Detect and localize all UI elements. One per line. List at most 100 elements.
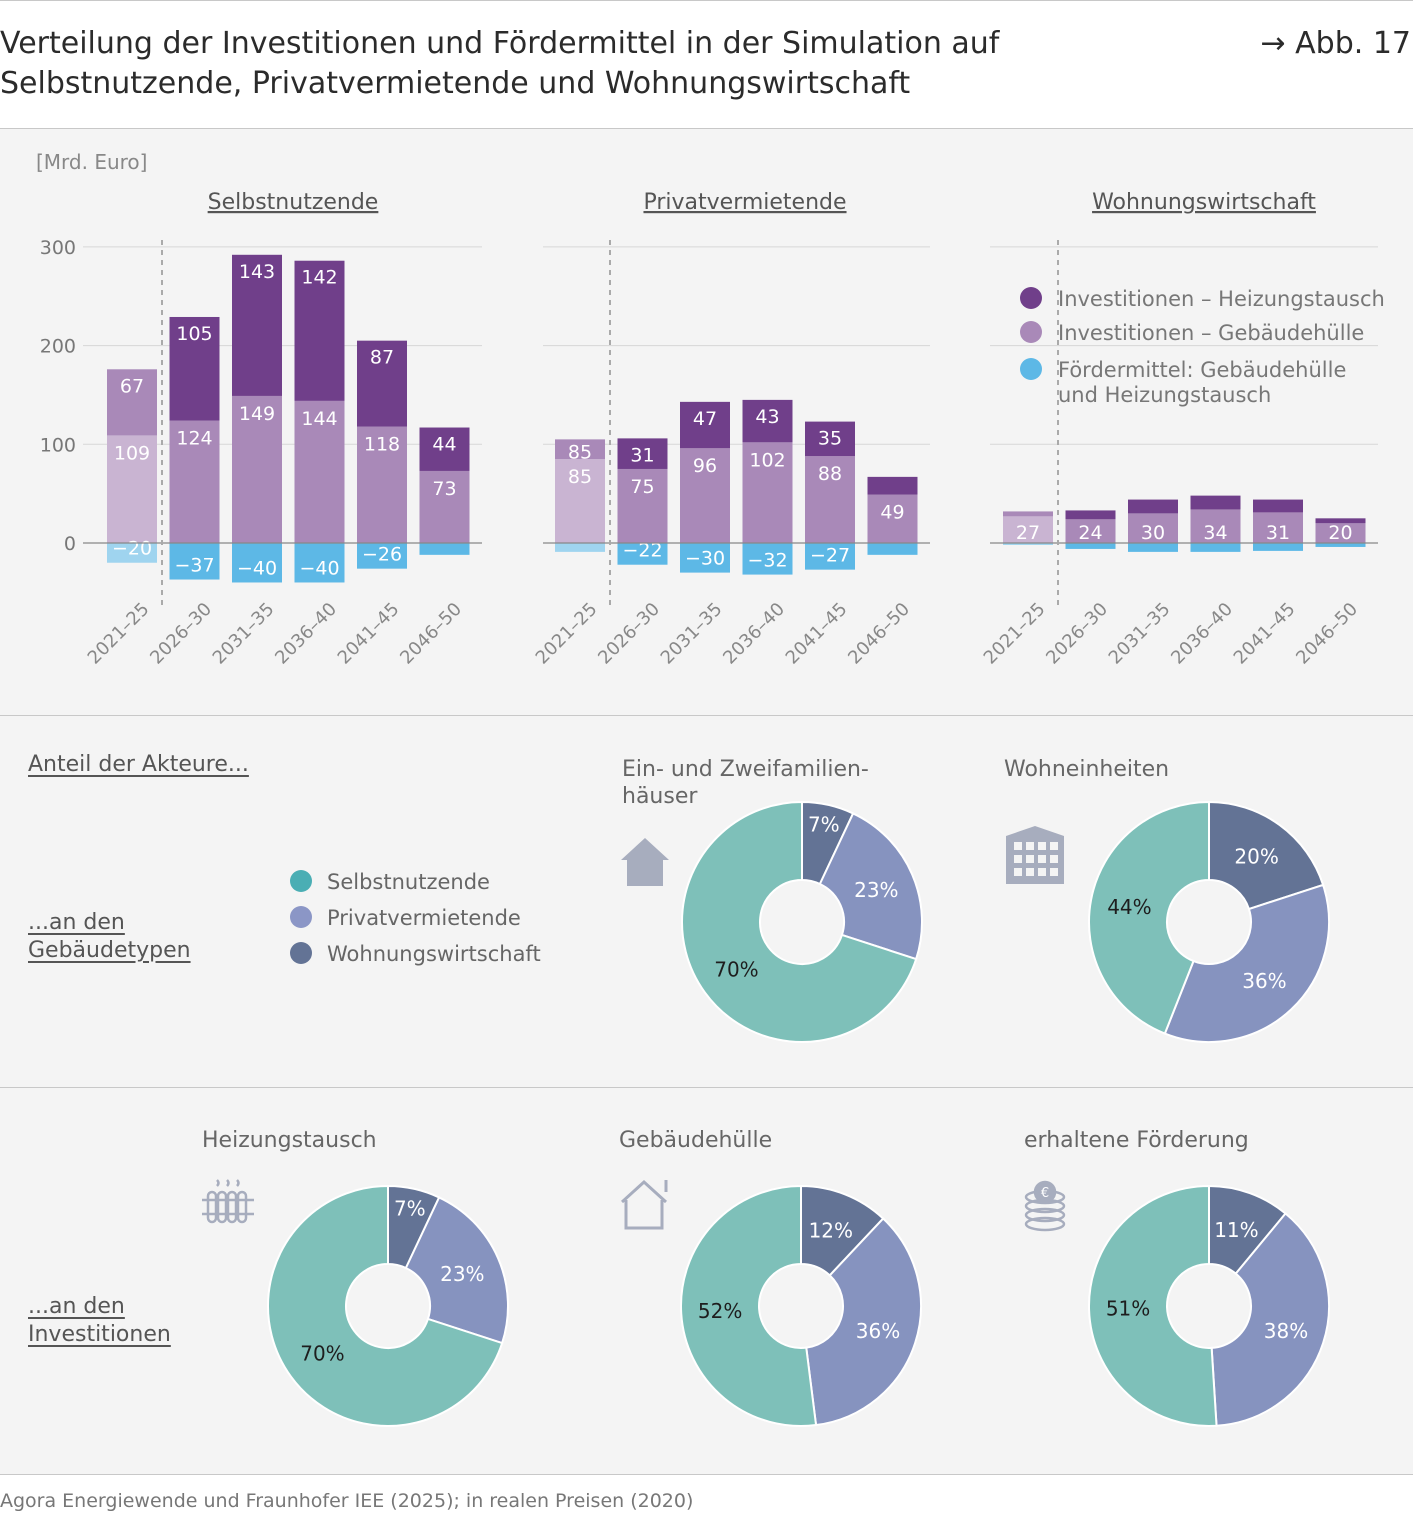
y-tick-label: 300 (40, 237, 76, 259)
slice-selbstnutzende (680, 1184, 818, 1427)
pie-title: Gebäudehülle (619, 1128, 772, 1153)
bar-gebaeudehuelle (294, 400, 345, 543)
bar-heizungstausch (805, 421, 855, 457)
y-tick-label: 0 (64, 533, 76, 555)
coin (1024, 1207, 1066, 1223)
slice-label: 23% (440, 1262, 484, 1286)
house-outline-icon (620, 1179, 668, 1230)
bar-gebaeudehuelle (805, 456, 855, 543)
euro-symbol: € (1041, 1186, 1049, 1201)
building-window (1038, 868, 1046, 876)
bar-heizungstausch (1253, 499, 1303, 513)
bar-gebaeudehuelle (1128, 513, 1178, 543)
row-label-investments-2: Investitionen (28, 1322, 171, 1347)
bar-foerdermittel (555, 543, 605, 552)
bar-foerdermittel (1315, 543, 1366, 547)
bar-gebaeudehuelle (555, 459, 605, 543)
x-tick-label: 2031–35 (209, 599, 279, 669)
bar-heizungstausch (294, 260, 345, 401)
slice-label: 52% (698, 1299, 742, 1323)
pie-row-building-types: Selbstnutzende Privatvermietende Wohnungsw… (290, 757, 1330, 1043)
legend-swatch (1020, 321, 1042, 343)
bar-label-foerdermittel: −40 (299, 557, 339, 579)
bar-foerdermittel (742, 543, 793, 575)
bar-gebaeudehuelle (169, 420, 220, 543)
bar-gebaeudehuelle (357, 426, 407, 543)
x-tick-label: 2046–50 (396, 599, 466, 669)
bar-foerdermittel (1128, 543, 1178, 552)
euro-coin (1033, 1180, 1057, 1204)
pie-section-heading: Anteil der Akteure... (28, 752, 249, 777)
y-tick-label: 200 (40, 336, 76, 358)
pie-legend-swatch (290, 942, 312, 964)
x-tick-label: 2031–35 (1105, 599, 1175, 669)
source-note: Agora Energiewende und Fraunhofer IEE (2… (0, 1490, 694, 1512)
bar-label-gebaeudehuelle: 49 (880, 502, 904, 524)
bar-heizungstausch (232, 254, 282, 396)
y-tick-label: 100 (40, 434, 76, 456)
x-tick-label: 2021–25 (84, 599, 154, 669)
slice-label: 7% (808, 812, 840, 836)
heat-wave (226, 1179, 230, 1187)
slice-label: 20% (1234, 844, 1278, 868)
bar-label-heizungstausch: 43 (755, 406, 779, 428)
bar-heizungstausch (555, 439, 605, 460)
building-window (1038, 855, 1046, 863)
x-tick-label: 2036–40 (271, 599, 341, 669)
x-tick-label: 2026–30 (594, 599, 664, 669)
building-window (1026, 855, 1034, 863)
bar-foerdermittel (617, 543, 668, 565)
bar-label-gebaeudehuelle: 88 (818, 463, 842, 485)
euro-coins-icon: € (1024, 1180, 1066, 1232)
building-window (1050, 855, 1058, 863)
bar-foerdermittel (867, 543, 918, 555)
bar-gebaeudehuelle (419, 470, 470, 543)
bar-heizungstausch (867, 476, 918, 495)
building-window (1014, 855, 1022, 863)
bar-label-gebaeudehuelle: 149 (239, 403, 275, 425)
coin (1024, 1216, 1066, 1232)
radiator-icon (202, 1179, 254, 1224)
bar-label-gebaeudehuelle: 124 (176, 428, 212, 450)
bar-label-heizungstausch: 44 (432, 434, 456, 456)
bar-heizungstausch (1003, 511, 1053, 517)
slice-privatvermietende (818, 812, 923, 961)
pie-legend-label: Selbstnutzende (327, 870, 490, 894)
bar-label-heizungstausch: 142 (301, 267, 337, 289)
x-tick-label: 2036–40 (719, 599, 789, 669)
unit-label: [Mrd. Euro] (36, 150, 148, 174)
bar-label-heizungstausch: 47 (693, 408, 717, 430)
pie-legend-swatch (290, 870, 312, 892)
row-label-building-types-1: ...an den (28, 910, 125, 935)
bar-label-gebaeudehuelle: 34 (1203, 522, 1227, 544)
chart-title: Wohnungswirtschaft (1092, 190, 1316, 215)
chart-title: Privatvermietende (643, 190, 846, 215)
x-tick-label: 2031–35 (657, 599, 727, 669)
bar-gebaeudehuelle (232, 395, 282, 543)
building-window (1038, 842, 1046, 850)
bar-label-heizungstausch: 105 (176, 323, 212, 345)
slice-selbstnutzende (1088, 800, 1210, 1035)
legend-label: Investitionen – Gebäudehülle (1058, 321, 1364, 345)
bar-label-heizungstausch: 143 (239, 261, 275, 283)
slice-label: 38% (1264, 1319, 1308, 1343)
bar-heizungstausch (1065, 510, 1116, 520)
slice-label: 23% (854, 878, 898, 902)
heat-wave (236, 1179, 240, 1187)
bar-foerdermittel (1065, 543, 1116, 549)
slice-label: 11% (1214, 1218, 1258, 1242)
x-tick-label: 2036–40 (1167, 599, 1237, 669)
bar-gebaeudehuelle (1253, 512, 1303, 543)
bar-label-foerdermittel: −22 (622, 540, 662, 562)
bar-label-gebaeudehuelle: 31 (1266, 522, 1290, 544)
bar-heizungstausch (1315, 518, 1366, 524)
bar-heizungstausch (357, 340, 407, 427)
bar-label-gebaeudehuelle: 109 (114, 442, 150, 464)
x-tick-label: 2041–45 (1230, 599, 1300, 669)
x-tick-label: 2026–30 (1042, 599, 1112, 669)
bar-heizungstausch (1128, 499, 1178, 514)
bar-label-gebaeudehuelle: 75 (630, 476, 654, 498)
figure-title: Verteilung der Investitionen und Förderm… (0, 26, 1000, 101)
house-icon (621, 838, 669, 886)
x-tick-label: 2041–45 (334, 599, 404, 669)
